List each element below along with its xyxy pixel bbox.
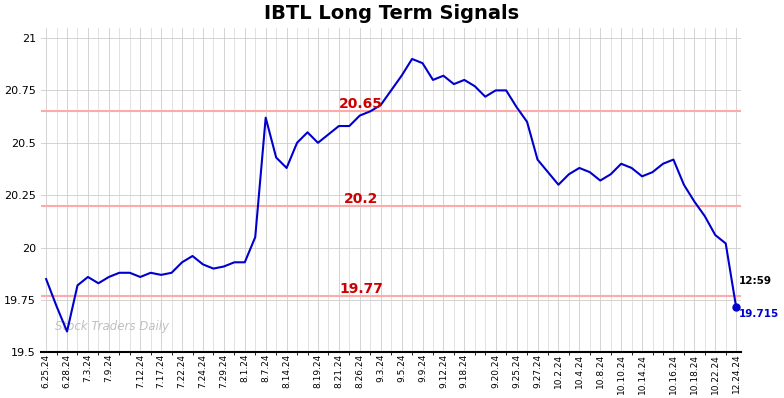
- Title: IBTL Long Term Signals: IBTL Long Term Signals: [263, 4, 519, 23]
- Point: [730, 304, 742, 310]
- Text: 12:59: 12:59: [739, 276, 772, 287]
- Text: 20.2: 20.2: [344, 192, 379, 206]
- Text: 20.65: 20.65: [339, 98, 383, 111]
- Text: 19.77: 19.77: [339, 282, 383, 296]
- Text: 19.715: 19.715: [739, 310, 779, 320]
- Text: Stock Traders Daily: Stock Traders Daily: [55, 320, 169, 333]
